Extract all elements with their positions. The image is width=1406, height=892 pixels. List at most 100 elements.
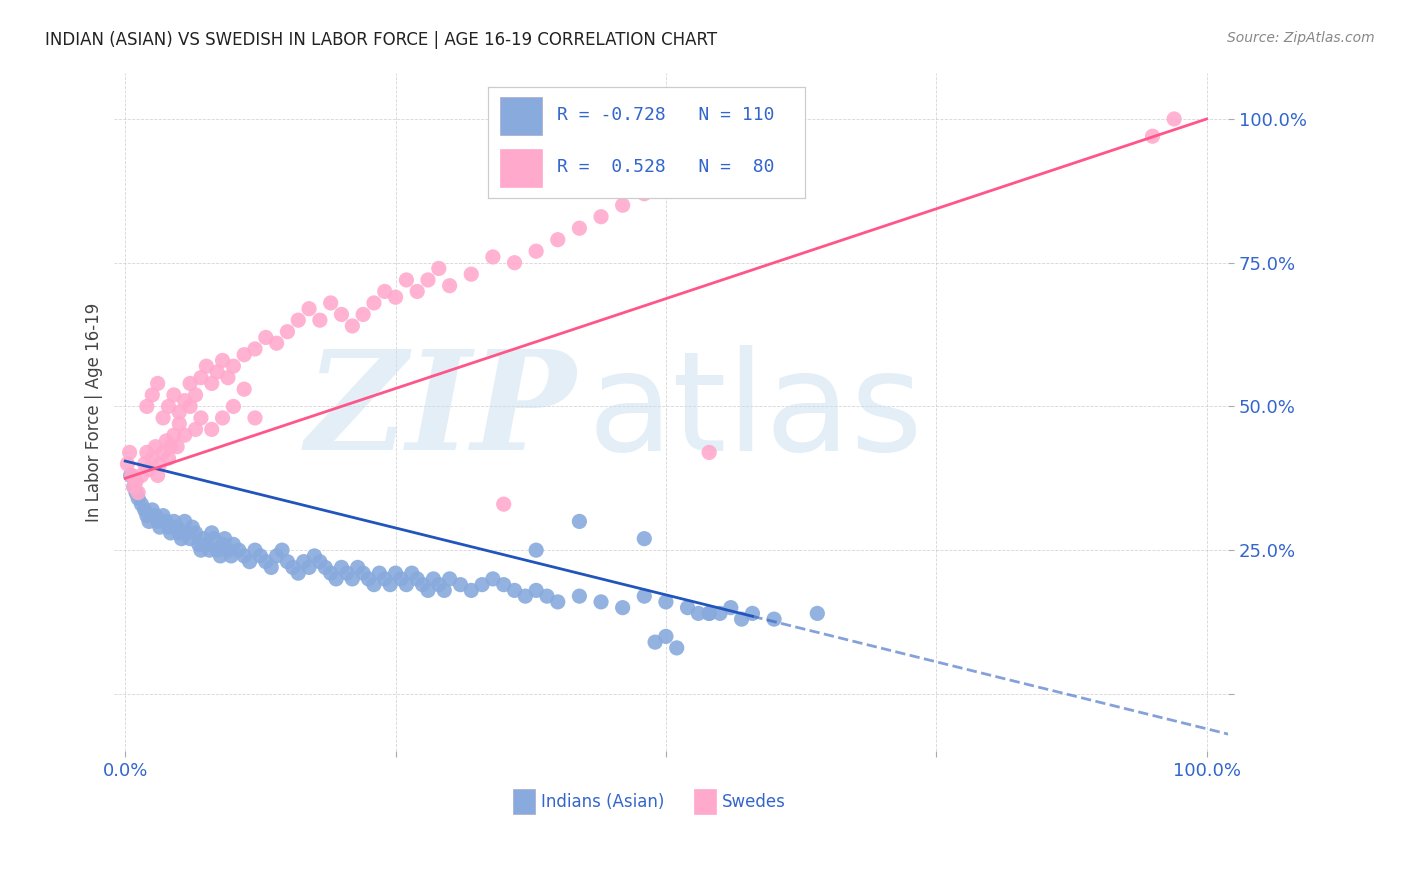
Point	[163, 388, 186, 402]
Point	[1163, 112, 1185, 126]
Point	[169, 525, 191, 540]
Point	[763, 612, 786, 626]
Point	[187, 537, 209, 551]
Point	[412, 577, 434, 591]
Point	[202, 532, 225, 546]
Point	[205, 365, 228, 379]
Point	[644, 635, 666, 649]
Point	[633, 589, 655, 603]
Point	[416, 583, 439, 598]
Point	[287, 566, 309, 581]
Point	[155, 434, 177, 448]
Point	[1142, 129, 1164, 144]
Point	[222, 359, 245, 374]
Point	[427, 261, 450, 276]
Point	[152, 445, 174, 459]
Point	[179, 532, 201, 546]
Point	[697, 607, 720, 621]
Point	[395, 273, 418, 287]
Point	[190, 543, 212, 558]
Point	[395, 577, 418, 591]
Point	[482, 572, 505, 586]
Point	[135, 445, 157, 459]
Point	[198, 543, 221, 558]
Point	[177, 525, 200, 540]
Point	[120, 468, 142, 483]
Point	[170, 532, 193, 546]
Point	[211, 353, 233, 368]
Point	[131, 468, 153, 483]
Point	[547, 233, 569, 247]
Point	[503, 583, 526, 598]
Point	[131, 497, 153, 511]
Point	[482, 250, 505, 264]
Point	[342, 572, 364, 586]
Text: atlas: atlas	[588, 344, 924, 480]
Point	[214, 532, 236, 546]
Point	[155, 515, 177, 529]
Point	[127, 485, 149, 500]
Point	[374, 572, 396, 586]
Point	[145, 508, 167, 523]
Point	[325, 572, 347, 586]
Point	[146, 468, 169, 483]
Point	[330, 308, 353, 322]
Point	[195, 359, 218, 374]
Point	[806, 607, 828, 621]
Point	[138, 515, 160, 529]
Point	[330, 560, 353, 574]
Point	[568, 589, 591, 603]
Point	[173, 515, 195, 529]
Text: Swedes: Swedes	[721, 793, 786, 811]
Point	[547, 595, 569, 609]
Point	[276, 555, 298, 569]
Point	[243, 543, 266, 558]
Point	[118, 445, 141, 459]
Point	[406, 572, 429, 586]
Point	[612, 198, 634, 212]
Point	[271, 543, 294, 558]
Point	[211, 411, 233, 425]
Point	[145, 440, 167, 454]
Point	[191, 532, 214, 546]
Y-axis label: In Labor Force | Age 16-19: In Labor Force | Age 16-19	[86, 302, 103, 522]
Point	[117, 457, 139, 471]
Point	[157, 520, 180, 534]
Point	[492, 577, 515, 591]
Point	[169, 405, 191, 419]
Point	[173, 393, 195, 408]
Point	[173, 428, 195, 442]
Point	[239, 555, 262, 569]
Point	[146, 376, 169, 391]
Text: Indians (Asian): Indians (Asian)	[541, 793, 665, 811]
Point	[568, 515, 591, 529]
Point	[503, 256, 526, 270]
Point	[281, 560, 304, 574]
Point	[449, 577, 471, 591]
Point	[276, 325, 298, 339]
Point	[163, 428, 186, 442]
Point	[309, 555, 332, 569]
Point	[427, 577, 450, 591]
Point	[730, 612, 752, 626]
Point	[211, 537, 233, 551]
Point	[121, 468, 143, 483]
Point	[254, 555, 277, 569]
Point	[319, 296, 342, 310]
Point	[122, 480, 145, 494]
Point	[260, 560, 283, 574]
Point	[254, 330, 277, 344]
Point	[179, 400, 201, 414]
Bar	[513, 789, 536, 814]
Point	[439, 278, 461, 293]
Point	[201, 376, 224, 391]
Point	[368, 566, 391, 581]
Point	[125, 474, 148, 488]
Point	[184, 422, 207, 436]
Point	[125, 485, 148, 500]
Point	[217, 370, 239, 384]
Point	[688, 607, 710, 621]
Point	[309, 313, 332, 327]
Point	[149, 520, 172, 534]
Point	[378, 577, 401, 591]
